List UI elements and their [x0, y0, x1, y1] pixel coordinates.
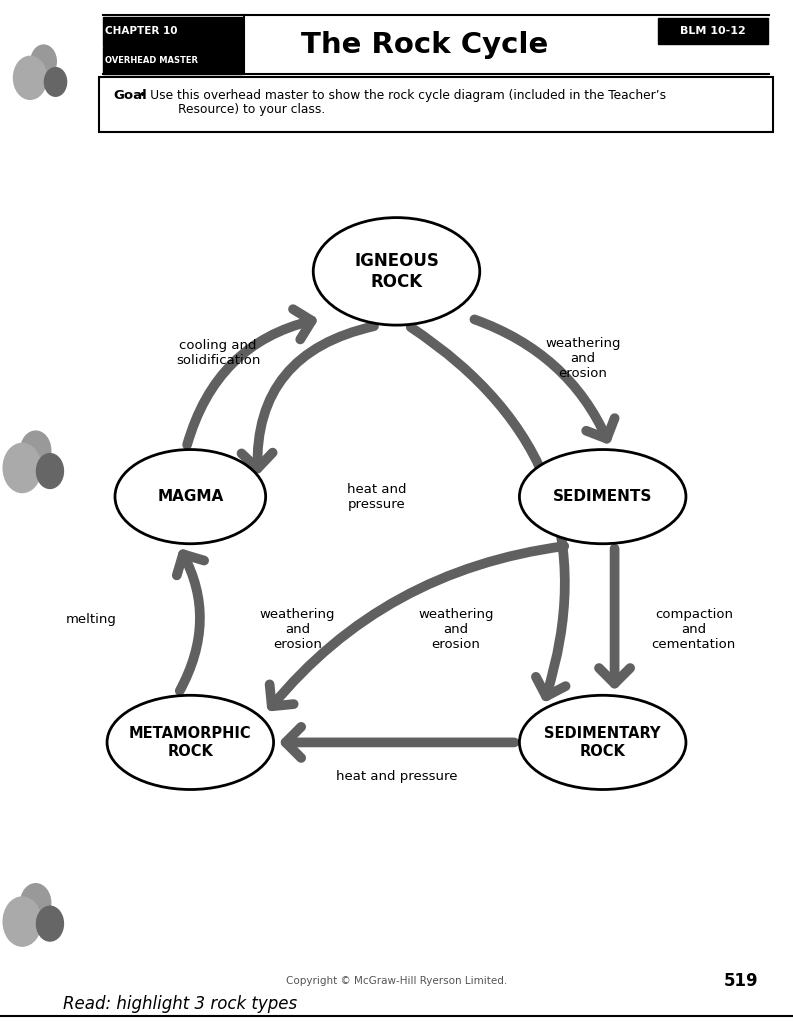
Text: melting: melting — [66, 613, 117, 626]
Ellipse shape — [519, 450, 686, 544]
Ellipse shape — [313, 218, 480, 326]
FancyArrowPatch shape — [411, 327, 565, 696]
Text: SEDIMENTS: SEDIMENTS — [553, 489, 653, 504]
Text: CHAPTER 10: CHAPTER 10 — [105, 26, 178, 36]
FancyArrowPatch shape — [285, 727, 514, 758]
Text: SEDIMENTARY
ROCK: SEDIMENTARY ROCK — [545, 726, 661, 759]
Circle shape — [21, 884, 51, 923]
Circle shape — [44, 68, 67, 96]
Text: heat and
pressure: heat and pressure — [347, 482, 407, 511]
Text: OVERHEAD MASTER: OVERHEAD MASTER — [105, 56, 198, 65]
Ellipse shape — [519, 695, 686, 790]
Text: heat and pressure: heat and pressure — [335, 770, 458, 782]
Text: IGNEOUS
ROCK: IGNEOUS ROCK — [354, 252, 439, 291]
FancyArrowPatch shape — [242, 327, 374, 469]
Text: BLM 10-12: BLM 10-12 — [680, 26, 745, 36]
Text: cooling and
solidification: cooling and solidification — [176, 339, 260, 368]
FancyArrowPatch shape — [270, 546, 565, 707]
FancyArrowPatch shape — [599, 549, 630, 684]
Text: weathering
and
erosion: weathering and erosion — [545, 337, 621, 380]
FancyArrowPatch shape — [177, 554, 204, 691]
FancyBboxPatch shape — [103, 47, 242, 74]
Text: METAMORPHIC
ROCK: METAMORPHIC ROCK — [129, 726, 251, 759]
Text: compaction
and
cementation: compaction and cementation — [652, 608, 736, 651]
Ellipse shape — [107, 695, 274, 790]
Circle shape — [3, 897, 41, 946]
Text: weathering
and
erosion: weathering and erosion — [259, 608, 335, 651]
Circle shape — [36, 906, 63, 941]
FancyArrowPatch shape — [187, 309, 312, 444]
FancyArrowPatch shape — [474, 319, 615, 438]
Circle shape — [13, 56, 47, 99]
Text: The Rock Cycle: The Rock Cycle — [301, 31, 549, 59]
Circle shape — [36, 454, 63, 488]
Text: Copyright © McGraw-Hill Ryerson Limited.: Copyright © McGraw-Hill Ryerson Limited. — [285, 976, 508, 986]
FancyBboxPatch shape — [658, 18, 768, 44]
Circle shape — [21, 431, 51, 470]
Text: 519: 519 — [724, 972, 759, 990]
Text: MAGMA: MAGMA — [157, 489, 224, 504]
Text: Read: highlight 3 rock types: Read: highlight 3 rock types — [63, 994, 297, 1013]
Circle shape — [31, 45, 56, 78]
Text: Goal: Goal — [113, 89, 147, 101]
FancyBboxPatch shape — [103, 17, 242, 46]
Text: weathering
and
erosion: weathering and erosion — [418, 608, 494, 651]
Text: • Use this overhead master to show the rock cycle diagram (included in the Teach: • Use this overhead master to show the r… — [139, 89, 666, 101]
Ellipse shape — [115, 450, 266, 544]
FancyBboxPatch shape — [99, 77, 773, 132]
Circle shape — [3, 443, 41, 493]
Text: Resource) to your class.: Resource) to your class. — [178, 103, 326, 116]
